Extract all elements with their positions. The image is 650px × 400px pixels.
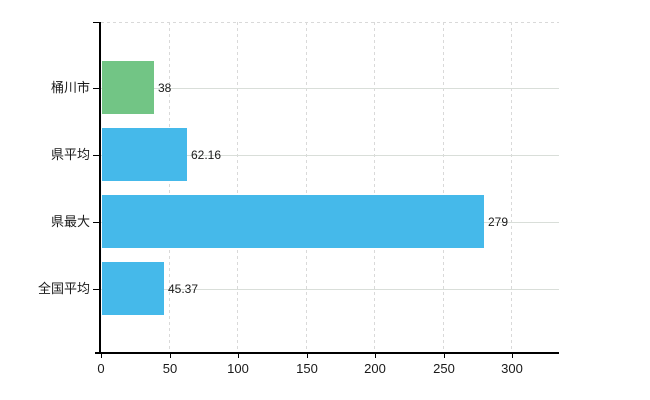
x-axis-tick — [238, 352, 239, 358]
bar-value-label: 45.37 — [168, 282, 199, 296]
x-axis-line — [95, 352, 559, 354]
x-tick-label: 300 — [501, 361, 523, 376]
y-axis-top-tick — [93, 22, 100, 23]
x-tick-label: 0 — [97, 361, 105, 376]
category-gridline — [101, 289, 559, 290]
x-gridline — [374, 22, 375, 352]
category-label: 全国平均 — [37, 281, 90, 296]
bar-value-label: 279 — [488, 215, 509, 229]
x-axis-tick — [512, 352, 513, 358]
x-gridline — [237, 22, 238, 352]
bar — [102, 61, 154, 114]
category-label: 県平均 — [50, 147, 90, 162]
bar — [102, 195, 484, 248]
x-axis-tick — [307, 352, 308, 358]
y-axis-tick — [93, 222, 100, 223]
plot-area: 38 62.16 279 45.37 — [101, 22, 559, 352]
x-axis-tick — [101, 352, 102, 358]
y-axis-tick — [93, 289, 100, 290]
category-gridline — [101, 88, 559, 89]
category-label: 桶川市 — [50, 80, 90, 95]
x-axis-tick — [444, 352, 445, 358]
x-gridline — [169, 22, 170, 352]
x-gridline — [306, 22, 307, 352]
y-axis-tick — [93, 155, 100, 156]
x-tick-label: 150 — [296, 361, 318, 376]
x-axis-tick — [170, 352, 171, 358]
x-tick-label: 100 — [227, 361, 249, 376]
bar-value-label: 38 — [158, 81, 172, 95]
bar — [102, 128, 187, 181]
x-tick-label: 50 — [162, 361, 178, 376]
category-label: 県最大 — [50, 214, 90, 229]
category-gridline — [101, 155, 559, 156]
x-gridline — [443, 22, 444, 352]
x-gridline — [511, 22, 512, 352]
x-tick-label: 250 — [433, 361, 455, 376]
plot-top-border — [101, 22, 559, 23]
bar-value-label: 62.16 — [191, 148, 222, 162]
x-axis-tick — [375, 352, 376, 358]
y-axis-line — [99, 22, 101, 353]
y-axis-tick — [93, 88, 100, 89]
x-tick-label: 200 — [364, 361, 386, 376]
bar — [102, 262, 164, 315]
